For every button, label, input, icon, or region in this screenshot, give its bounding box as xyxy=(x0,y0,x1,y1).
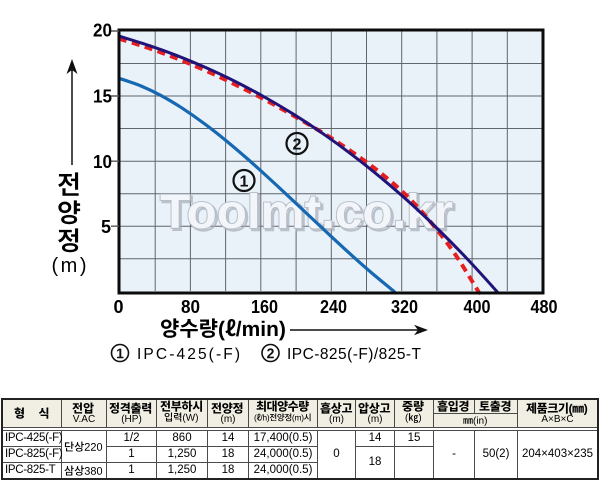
svg-text:(m): (m) xyxy=(52,255,87,277)
svg-text:480: 480 xyxy=(531,297,558,317)
svg-text:5: 5 xyxy=(101,217,111,237)
svg-text:IPC-825(-F)/825-T: IPC-825(-F)/825-T xyxy=(287,346,422,363)
svg-text:0: 0 xyxy=(113,297,123,317)
svg-text:20: 20 xyxy=(93,21,112,41)
svg-text:80: 80 xyxy=(181,297,200,317)
svg-text:10: 10 xyxy=(93,152,112,172)
svg-text:15: 15 xyxy=(93,87,112,107)
svg-text:IPC-425(-F): IPC-425(-F) xyxy=(137,346,240,363)
svg-text:240: 240 xyxy=(320,297,347,317)
svg-text:400: 400 xyxy=(464,297,491,317)
svg-text:160: 160 xyxy=(251,297,278,317)
svg-text:320: 320 xyxy=(391,297,418,317)
